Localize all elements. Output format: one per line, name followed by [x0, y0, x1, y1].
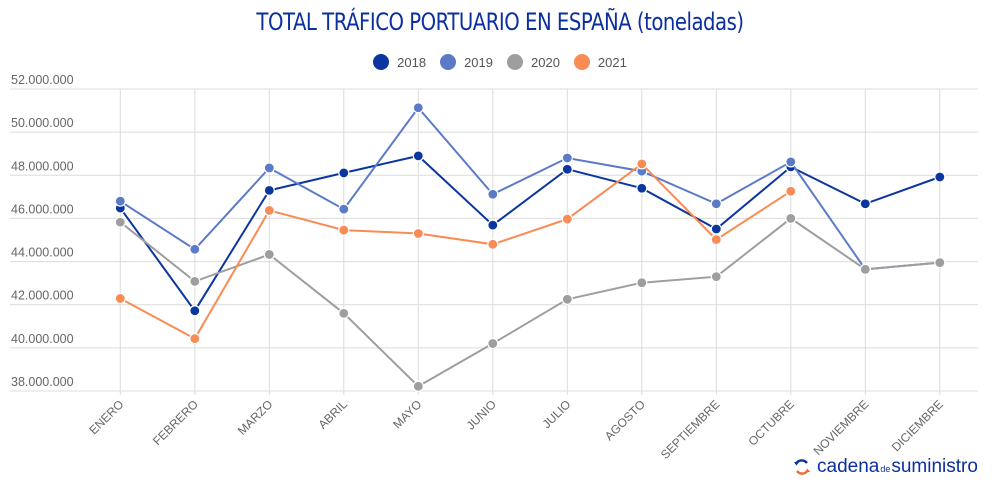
y-tick-label: 50.000.000: [11, 116, 74, 130]
x-tick-label: SEPTIEMBRE: [658, 397, 723, 462]
y-tick-label: 44.000.000: [11, 246, 74, 260]
data-point-2018: [710, 223, 722, 235]
x-tick-label: MARZO: [235, 397, 276, 438]
legend-label-2021: 2021: [597, 54, 627, 70]
series-2020: [114, 212, 946, 392]
data-point-2020: [785, 212, 797, 225]
legend-label-2020: 2020: [531, 54, 560, 70]
x-tick-label: MAYO: [390, 397, 424, 431]
series-2021: [114, 158, 797, 345]
data-point-2020: [412, 380, 424, 392]
data-point-2021: [785, 185, 797, 197]
data-point-2019: [114, 195, 126, 207]
data-point-2021: [487, 238, 499, 250]
series-line-2018: [119, 154, 941, 313]
data-point-2019: [487, 188, 499, 200]
y-tick-label: 48.000.000: [11, 159, 74, 173]
data-point-2020: [636, 277, 648, 289]
data-point-2018: [934, 171, 946, 183]
series-line-2021: [119, 162, 792, 340]
data-point-2020: [934, 257, 946, 269]
legend-item-2019[interactable]: 2019: [440, 54, 493, 70]
data-point-2018: [412, 150, 424, 162]
data-point-2020: [710, 271, 722, 283]
y-tick-label: 42.000.000: [11, 289, 74, 303]
series-line-2020: [119, 217, 940, 388]
legend-marker-2018: [373, 54, 390, 70]
data-point-2021: [263, 204, 275, 217]
data-point-2020: [561, 293, 573, 305]
x-tick-label: JUNIO: [464, 397, 499, 432]
data-point-2018: [636, 182, 648, 194]
x-tick-label: ABRIL: [315, 397, 350, 432]
y-tick-label: 52.000.000: [11, 73, 74, 87]
chart-title: TOTAL TRÁFICO PORTUARIO EN ESPAÑA (tonel…: [256, 8, 744, 36]
refresh-cycle-icon: [794, 459, 810, 475]
data-point-2018: [338, 167, 350, 179]
data-point-2021: [338, 224, 350, 236]
data-point-2019: [710, 198, 722, 210]
data-point-2018: [263, 184, 275, 196]
data-point-2020: [263, 248, 275, 261]
data-point-2020: [859, 263, 871, 275]
data-point-2019: [412, 102, 424, 114]
data-point-2021: [412, 227, 424, 240]
x-tick-label: JULIO: [539, 397, 573, 431]
data-point-2020: [189, 275, 201, 288]
data-point-2021: [189, 332, 201, 345]
data-point-2018: [859, 198, 871, 210]
y-tick-label: 46.000.000: [11, 202, 74, 216]
x-tick-label: DICIEMBRE: [889, 397, 946, 454]
grid: [10, 88, 978, 395]
x-tick-label: OCTUBRE: [746, 397, 797, 448]
data-point-2021: [710, 233, 722, 246]
x-tick-label: FEBRERO: [150, 397, 201, 448]
data-point-2019: [263, 162, 275, 174]
data-point-2018: [561, 163, 573, 175]
data-point-2019: [561, 152, 573, 164]
y-tick-label: 38.000.000: [11, 375, 74, 389]
data-point-2020: [487, 337, 499, 350]
data-point-2020: [338, 307, 350, 319]
legend-marker-2019: [440, 54, 457, 70]
data-point-2020: [114, 216, 126, 228]
x-tick-label: AGOSTO: [602, 397, 648, 443]
legend-label-2019: 2019: [464, 54, 493, 70]
x-tick-label: NOVIEMBRE: [811, 397, 872, 458]
data-point-2019: [189, 243, 201, 255]
legend-item-2018[interactable]: 2018: [373, 54, 426, 70]
legend-marker-2021: [573, 54, 590, 70]
logo-text-suministro: suministro: [891, 456, 978, 477]
legend-item-2021[interactable]: 2021: [573, 54, 627, 70]
data-point-2019: [785, 156, 797, 168]
data-point-2018: [487, 219, 499, 231]
logo-text-de: de: [880, 464, 891, 474]
series-line-2019: [119, 106, 940, 271]
data-point-2018: [189, 305, 201, 317]
x-tick-label: ENERO: [86, 397, 126, 437]
y-tick-label: 40.000.000: [11, 332, 74, 346]
legend-item-2020[interactable]: 2020: [507, 54, 560, 70]
logo-text-cadena: cadena: [817, 456, 880, 477]
data-point-2021: [114, 292, 126, 305]
legend-marker-2020: [507, 54, 523, 70]
chart-legend: 2018 2019 2020 2021: [0, 54, 1000, 70]
data-point-2021: [561, 213, 573, 225]
series-2019: [114, 102, 946, 275]
legend-label-2018: 2018: [397, 54, 427, 70]
data-point-2019: [338, 203, 350, 215]
brand-logo: cadenadesuministro: [793, 456, 978, 478]
data-point-2021: [636, 158, 648, 170]
